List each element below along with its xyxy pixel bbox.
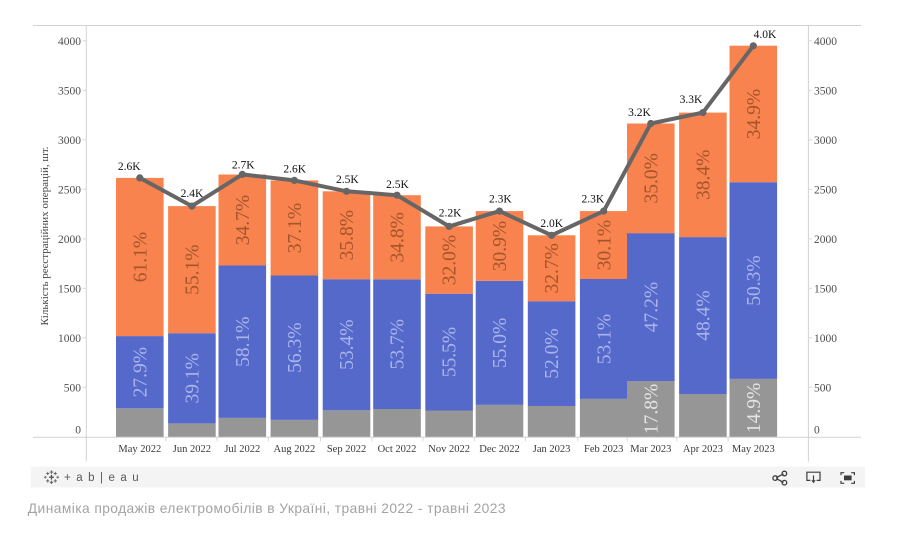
- svg-text:May 2022: May 2022: [118, 444, 161, 455]
- svg-text:30.1%: 30.1%: [594, 220, 615, 270]
- svg-text:30.9%: 30.9%: [490, 221, 511, 271]
- svg-text:37.1%: 37.1%: [285, 203, 306, 253]
- svg-text:32.0%: 32.0%: [440, 235, 461, 285]
- svg-text:47.2%: 47.2%: [641, 282, 662, 332]
- svg-text:35.0%: 35.0%: [641, 153, 662, 203]
- svg-text:2.7K: 2.7K: [232, 160, 255, 172]
- svg-text:14.9%: 14.9%: [744, 383, 765, 433]
- svg-text:2.2K: 2.2K: [439, 208, 462, 220]
- svg-text:Aug 2022: Aug 2022: [274, 444, 316, 455]
- svg-text:55.0%: 55.0%: [490, 318, 511, 368]
- svg-text:34.8%: 34.8%: [388, 212, 409, 262]
- svg-text:+ab|eau: +ab|eau: [64, 472, 144, 484]
- svg-text:3000: 3000: [814, 135, 837, 147]
- svg-text:53.1%: 53.1%: [594, 314, 615, 364]
- svg-text:Jul 2022: Jul 2022: [224, 444, 260, 455]
- svg-text:55.5%: 55.5%: [440, 327, 461, 377]
- svg-text:0: 0: [814, 425, 820, 437]
- svg-text:27.9%: 27.9%: [130, 347, 151, 397]
- svg-text:3000: 3000: [58, 135, 81, 147]
- svg-text:32.7%: 32.7%: [542, 243, 563, 293]
- svg-text:34.9%: 34.9%: [744, 89, 765, 139]
- svg-text:May 2023: May 2023: [732, 444, 775, 455]
- svg-text:2.4K: 2.4K: [181, 188, 204, 200]
- svg-text:1500: 1500: [814, 283, 837, 295]
- svg-text:2.6K: 2.6K: [118, 161, 141, 173]
- svg-text:0: 0: [75, 425, 81, 437]
- svg-text:500: 500: [64, 382, 82, 394]
- svg-text:500: 500: [814, 382, 832, 394]
- svg-text:3.3K: 3.3K: [680, 94, 703, 106]
- svg-text:2.3K: 2.3K: [581, 194, 604, 206]
- svg-text:2.6K: 2.6K: [283, 163, 306, 175]
- svg-text:53.7%: 53.7%: [388, 319, 409, 369]
- svg-text:Dec 2022: Dec 2022: [479, 444, 520, 455]
- svg-text:58.1%: 58.1%: [233, 317, 254, 367]
- svg-text:Jan 2023: Jan 2023: [533, 444, 571, 455]
- svg-text:2.0K: 2.0K: [540, 218, 563, 230]
- svg-text:1000: 1000: [814, 333, 837, 345]
- svg-text:Oct 2022: Oct 2022: [378, 444, 417, 455]
- svg-text:53.4%: 53.4%: [337, 320, 358, 370]
- svg-text:52.0%: 52.0%: [542, 328, 563, 378]
- svg-text:3500: 3500: [814, 85, 837, 97]
- svg-text:38.4%: 38.4%: [694, 150, 715, 200]
- svg-text:2500: 2500: [814, 184, 837, 196]
- svg-text:35.8%: 35.8%: [337, 210, 358, 260]
- svg-text:Кількість реєстраційних операц: Кількість реєстраційних операцій, шт.: [39, 146, 51, 325]
- svg-text:55.1%: 55.1%: [183, 245, 204, 295]
- svg-text:2500: 2500: [58, 184, 81, 196]
- svg-text:50.3%: 50.3%: [744, 255, 765, 305]
- svg-text:Mar 2023: Mar 2023: [630, 444, 671, 455]
- svg-text:56.3%: 56.3%: [285, 323, 306, 373]
- svg-text:2000: 2000: [58, 234, 81, 246]
- svg-text:Динаміка продажів електромобіл: Динаміка продажів електромобілів в Украї…: [28, 501, 506, 516]
- svg-text:2.5K: 2.5K: [386, 179, 409, 191]
- svg-text:Apr 2023: Apr 2023: [683, 444, 723, 455]
- svg-text:4000: 4000: [814, 36, 837, 48]
- svg-text:4000: 4000: [58, 36, 81, 48]
- svg-text:2.5K: 2.5K: [336, 174, 359, 186]
- svg-text:Nov 2022: Nov 2022: [428, 444, 470, 455]
- svg-text:1500: 1500: [58, 283, 81, 295]
- svg-text:3.2K: 3.2K: [628, 107, 651, 119]
- svg-text:34.7%: 34.7%: [233, 195, 254, 245]
- svg-text:3500: 3500: [58, 85, 81, 97]
- svg-text:4.0K: 4.0K: [754, 29, 777, 41]
- svg-text:2000: 2000: [814, 234, 837, 246]
- svg-text:39.1%: 39.1%: [183, 353, 204, 403]
- svg-text:Feb 2023: Feb 2023: [584, 444, 623, 455]
- svg-text:1000: 1000: [58, 333, 81, 345]
- svg-text:61.1%: 61.1%: [130, 232, 151, 282]
- svg-text:17.8%: 17.8%: [641, 384, 662, 434]
- svg-text:2.3K: 2.3K: [489, 194, 512, 206]
- svg-text:Sep 2022: Sep 2022: [327, 444, 366, 455]
- svg-text:Jun 2022: Jun 2022: [173, 444, 211, 455]
- svg-text:48.4%: 48.4%: [694, 290, 715, 340]
